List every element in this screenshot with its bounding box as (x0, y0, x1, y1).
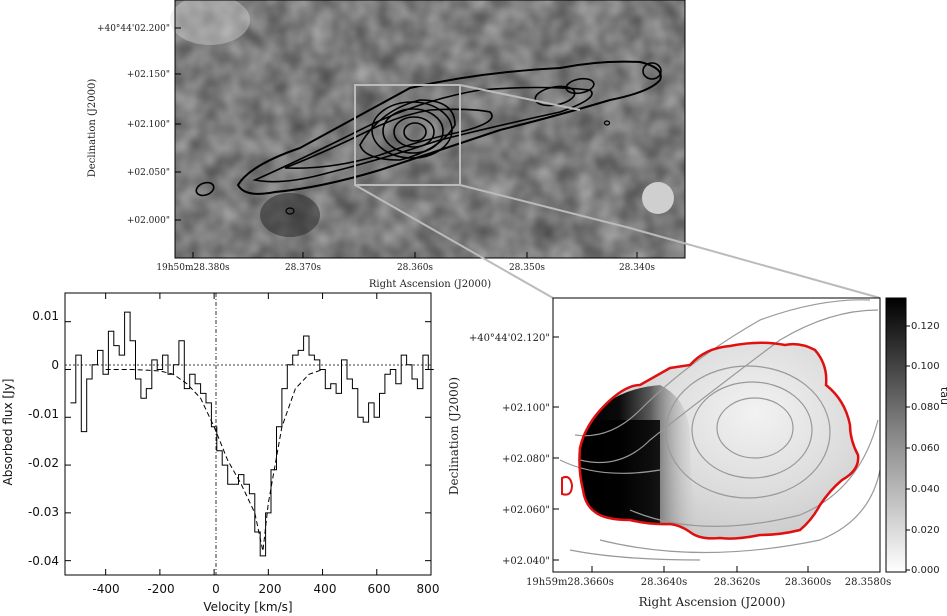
colorbar-tick-label: 0.060 (911, 443, 940, 454)
spectrum-y-tick-label: 0 (51, 358, 59, 372)
colorbar-tick-label: 0.100 (911, 361, 940, 372)
top-map-contours (195, 60, 662, 215)
top-x-tick-label: 28.350s (509, 263, 545, 273)
top-y-tick-label: +02.100" (127, 120, 170, 130)
colorbar-label: tau (938, 387, 947, 405)
top-map-zoom-box (354, 84, 461, 186)
top-map-frame (174, 0, 686, 259)
spectrum-x-tick-label: 400 (314, 582, 337, 596)
tau-x-tick-label: 28.3620s (714, 577, 760, 588)
tau-y-tick-label: +40°44'02.120" (469, 333, 550, 344)
tau-x-tick-label: 28.3580s (845, 577, 891, 588)
spectrum-histogram (70, 311, 434, 557)
tau-y-tick-label: +02.080" (502, 454, 550, 465)
top-x-tick-label: 28.340s (619, 263, 655, 273)
spectrum-y-tick-label: -0.03 (28, 505, 59, 519)
spectrum-ticks (65, 293, 432, 575)
top-y-tick-label: +02.050" (127, 168, 170, 178)
colorbar (885, 297, 907, 573)
spectrum-y-tick-label: -0.02 (28, 456, 59, 470)
spectrum-y-tick-label: 0.01 (32, 309, 59, 323)
spectrum-y-tick-label: -0.01 (28, 407, 59, 421)
tau-y-axis-label: Declination (J2000) (447, 377, 461, 495)
tau-y-tick-label: +02.060" (502, 505, 550, 516)
top-x-tick-label: 28.360s (397, 263, 433, 273)
tau-x-tick-label: 28.3600s (785, 577, 831, 588)
spectrum-x-axis-label: Velocity [km/s] (203, 600, 292, 614)
colorbar-tick-label: 0.080 (911, 402, 940, 413)
top-map-light-patch (170, 0, 250, 45)
top-map-noise (175, 0, 685, 258)
top-x-tick-label: 19h50m28.380s (156, 263, 230, 273)
spectrum-x-tick-label: 600 (368, 582, 391, 596)
tau-map-ticks (553, 336, 809, 572)
spectrum-x-tick-label: 0 (212, 582, 220, 596)
tau-x-tick-label: 28.3640s (641, 577, 687, 588)
top-y-tick-label: +40°44'02.200" (97, 24, 170, 34)
top-y-tick-label: +02.000" (127, 216, 170, 226)
top-map-ticks (175, 27, 638, 258)
spectrum-fit-curve (105, 369, 323, 552)
spectrum-x-tick-label: -400 (92, 582, 119, 596)
top-map-panel: +40°44'02.200" +02.150" +02.100" +02.050… (87, 0, 686, 290)
tau-map-dark-core (580, 420, 660, 525)
tau-map-frame (552, 297, 881, 573)
beam-ellipse (642, 182, 674, 214)
spectrum-y-tick-label: -0.04 (28, 554, 59, 568)
spectrum-x-tick-label: -200 (147, 582, 174, 596)
tau-x-axis-label: Right Ascension (J2000) (639, 595, 786, 609)
colorbar-tick-label: 0.120 (911, 321, 940, 332)
top-x-tick-label: 28.370s (285, 263, 321, 273)
spectrum-y-axis-label: Absorbed flux [Jy] (1, 379, 15, 486)
top-map-dark-patch (260, 193, 320, 237)
tau-map-contours (559, 299, 881, 561)
spectrum-panel: 0.01 0 -0.01 -0.02 -0.03 -0.04 -400 -200… (1, 292, 440, 614)
top-x-axis-label: Right Ascension (J2000) (369, 279, 491, 290)
tau-y-tick-label: +02.040" (502, 556, 550, 567)
top-y-axis-label: Declination (J2000) (87, 79, 98, 178)
colorbar-tick-label: 0.020 (911, 525, 940, 536)
spectrum-x-tick-label: 200 (259, 582, 282, 596)
tau-y-tick-label: +02.100" (502, 403, 550, 414)
colorbar-ticks (906, 325, 910, 571)
colorbar-tick-label: 0.000 (911, 565, 940, 576)
tau-x-tick-label: 19h59m28.3660s (526, 577, 614, 588)
tau-map-panel: +40°44'02.120" +02.100" +02.080" +02.060… (447, 297, 947, 609)
zoom-connector-lines (354, 84, 881, 299)
spectrum-frame (64, 292, 432, 576)
top-y-tick-label: +02.150" (127, 70, 170, 80)
tau-map-mask-blob (561, 475, 574, 496)
spectrum-x-tick-label: 800 (417, 582, 440, 596)
colorbar-tick-label: 0.040 (911, 484, 940, 495)
tau-map-mask-outline (578, 341, 860, 540)
